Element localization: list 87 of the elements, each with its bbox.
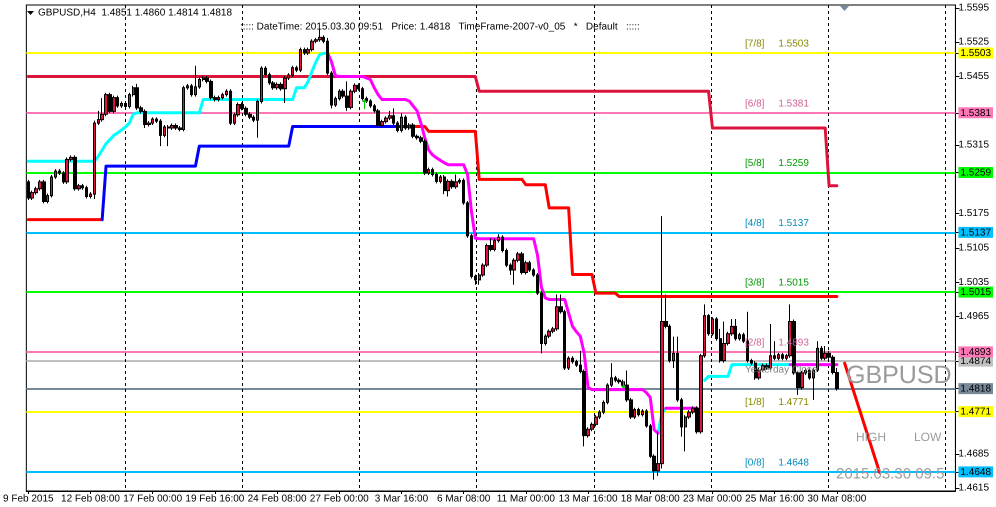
candlestick xyxy=(318,28,322,42)
candlestick xyxy=(42,179,46,204)
candlestick xyxy=(217,95,220,102)
annotation: ::::: DateTime: 2015.03.30 09:51 Price: 1.4818 TimeFrame-2007-v0_05 * Default ::::: xyxy=(240,22,640,32)
candlestick xyxy=(108,92,112,114)
candlestick xyxy=(411,122,415,139)
candlestick xyxy=(520,251,524,275)
y-tick-label: 1.5381 xyxy=(960,108,992,119)
ref-line-label: [3/8] 1.5015 xyxy=(744,278,810,289)
candlestick xyxy=(151,116,154,126)
x-tick-label: 25 Mar 16:00 xyxy=(745,494,805,504)
ref-line-label: [0/8] 1.4648 xyxy=(744,457,810,468)
y-tick-label: 1.5035 xyxy=(958,276,990,288)
candlestick xyxy=(167,124,170,147)
candlestick xyxy=(174,123,178,130)
ref-line-label: [4/8] 1.5137 xyxy=(744,218,810,229)
y-tick-label: 1.5105 xyxy=(958,242,990,254)
y-tick-label: 1.4615 xyxy=(958,482,990,494)
x-tick-label: 19 Feb 16:00 xyxy=(185,494,245,504)
x-tick-label: 23 Mar 00:00 xyxy=(682,494,742,504)
y-tick-label: 1.4685 xyxy=(958,448,990,460)
chart-title: GBPUSD,H4 1.4851 1.4860 1.4814 1.4818 xyxy=(38,8,232,18)
y-tick-label: 1.5259 xyxy=(960,168,992,179)
candlestick xyxy=(400,112,403,133)
candlestick xyxy=(637,407,640,418)
y-tick-label: 1.4818 xyxy=(960,384,992,395)
candlestick xyxy=(443,174,446,195)
candlestick xyxy=(310,38,314,52)
y-tick-label: 1.4648 xyxy=(960,466,992,478)
annotation: LOW xyxy=(914,430,942,444)
line-series xyxy=(100,125,411,222)
candlestick xyxy=(781,352,784,361)
candlestick xyxy=(345,80,349,112)
x-tick-label: 13 Mar 16:00 xyxy=(558,494,618,504)
candlestick xyxy=(555,294,559,332)
y-tick-label: 1.4874 xyxy=(960,356,992,368)
x-tick-label: 12 Feb 08:00 xyxy=(61,494,120,504)
x-tick-label: 30 Mar 08:00 xyxy=(807,494,867,504)
x-tick-label: 18 Mar 08:00 xyxy=(620,494,680,504)
candlestick xyxy=(159,118,162,147)
candlestick xyxy=(742,332,745,344)
candlestick xyxy=(446,178,450,198)
candlestick xyxy=(143,108,147,128)
y-tick-label: 1.5455 xyxy=(958,71,990,82)
candlestick xyxy=(388,110,392,121)
y-tick-label: 1.4771 xyxy=(960,406,992,418)
x-tick-label: 3 Mar 16:00 xyxy=(374,494,429,504)
candlestick xyxy=(135,83,139,110)
candlestick xyxy=(85,185,88,200)
y-tick-label: 1.5525 xyxy=(958,36,990,48)
candlestick xyxy=(528,260,531,273)
candlestick xyxy=(221,92,224,100)
candlestick xyxy=(73,154,77,192)
y-tick-label: 1.5595 xyxy=(958,2,990,14)
x-tick-label: 11 Mar 00:00 xyxy=(496,494,556,504)
y-tick-label: 1.5503 xyxy=(960,48,992,60)
candlestick xyxy=(182,85,185,132)
y-tick-label: 1.5015 xyxy=(960,287,992,298)
candlestick xyxy=(493,238,496,252)
candlestick xyxy=(299,47,302,73)
ref-line-label: [6/8] 1.5381 xyxy=(744,98,810,110)
candlestick xyxy=(209,78,213,100)
candlestick xyxy=(112,95,116,114)
candlestick xyxy=(734,318,737,342)
candlestick xyxy=(722,320,726,364)
candlestick xyxy=(404,114,407,130)
candlestick xyxy=(65,156,69,184)
y-tick-label: 1.5175 xyxy=(958,208,990,220)
candlestick xyxy=(275,82,279,90)
candlestick xyxy=(454,174,458,190)
y-tick-label: 1.5315 xyxy=(958,140,990,151)
y-tick-label: 1.5137 xyxy=(960,227,992,238)
y-tick-label: 1.4893 xyxy=(960,346,992,358)
x-tick-label: 24 Feb 08:00 xyxy=(248,494,307,504)
x-tick-label: 17 Feb 00:00 xyxy=(123,494,183,504)
ref-line-label: [5/8] 1.5259 xyxy=(744,158,810,170)
ref-line-label: [7/8] 1.5503 xyxy=(744,38,810,50)
candlestick xyxy=(823,345,827,361)
x-tick-label: 9 Feb 2015 xyxy=(2,494,54,504)
candlestick xyxy=(376,108,380,128)
candlestick xyxy=(423,138,427,176)
candlestick xyxy=(617,378,621,384)
candlestick xyxy=(229,88,232,126)
x-tick-label: 6 Mar 08:00 xyxy=(436,494,491,504)
y-tick-label: 1.4965 xyxy=(958,311,990,322)
x-tick-label: 27 Feb 00:00 xyxy=(310,494,370,504)
ref-line-label: [1/8] 1.4771 xyxy=(744,397,810,408)
